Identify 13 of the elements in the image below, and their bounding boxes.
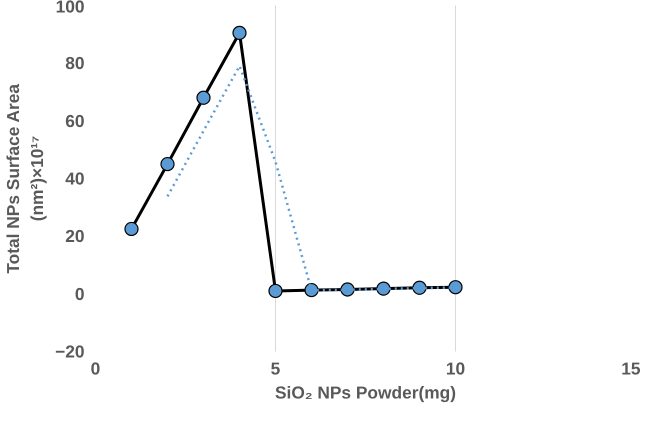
x-tick-label: 5 xyxy=(270,358,281,378)
x-tick-label: 15 xyxy=(621,358,641,378)
y-tick-label: 0 xyxy=(74,284,85,304)
y-tick-label: 100 xyxy=(56,0,85,16)
y-tick-label: −20 xyxy=(55,342,85,362)
y-axis-title: Total NPs Surface Area (nm²)×10¹⁷ xyxy=(3,84,48,274)
x-tick-label: 10 xyxy=(446,358,466,378)
x-tick-label: 0 xyxy=(90,358,100,378)
y-tick-label: 20 xyxy=(65,226,85,246)
y-tick-label: 80 xyxy=(65,53,85,74)
y-tick-label: 60 xyxy=(65,110,85,131)
y-tick-label: 40 xyxy=(65,168,85,188)
x-axis-title: SiO₂ NPs Powder(mg) xyxy=(274,382,456,402)
